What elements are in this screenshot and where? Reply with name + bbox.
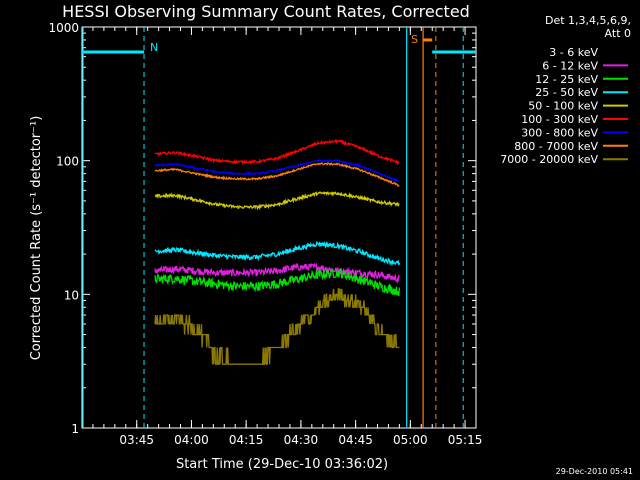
- series-line-5: [154, 138, 400, 166]
- series-group: [154, 138, 401, 365]
- series-line-0: [154, 307, 400, 365]
- y-axis-label: Corrected Count Rate (s⁻¹ detector⁻¹): [29, 116, 44, 361]
- region-markers: NS: [82, 27, 476, 428]
- y-tick-label: 100: [56, 155, 79, 169]
- chart-title: HESSI Observing Summary Count Rates, Cor…: [62, 2, 470, 21]
- legend-entry-label: 6 - 12 keV: [542, 59, 598, 72]
- series-line-2: [154, 267, 401, 297]
- x-tick-label: 04:30: [284, 433, 319, 447]
- x-axis-label: Start Time (29-Dec-10 03:36:02): [176, 457, 388, 472]
- legend-entry-label: 300 - 800 keV: [521, 126, 598, 139]
- y-tick-label: 1: [71, 422, 79, 436]
- plot-frame: [81, 26, 477, 429]
- legend-entry-label: 12 - 25 keV: [535, 73, 598, 86]
- series-line-3: [154, 240, 401, 267]
- x-tick-label: 05:15: [448, 433, 483, 447]
- timestamp-label: 29-Dec-2010 05:41: [556, 467, 633, 476]
- legend-header-line-1: Det 1,3,4,5,6,9,: [545, 14, 631, 27]
- y-tick-label: 10: [64, 288, 79, 302]
- series-line-4: [154, 191, 400, 211]
- y-tick-label: 1000: [48, 21, 79, 35]
- series-line-6: [154, 157, 400, 183]
- legend-entry-label: 50 - 100 keV: [528, 100, 598, 113]
- series-line-1: [154, 262, 400, 284]
- series-line-7: [154, 162, 400, 187]
- x-tick-label: 04:45: [338, 433, 373, 447]
- legend-entry-label: 25 - 50 keV: [535, 86, 598, 99]
- legend-entry-label: 800 - 7000 keV: [514, 140, 598, 153]
- series-line-8: [154, 288, 400, 365]
- axis-ticks: 03:45 04:00 04:15 04:30 04:45 05:00 05:15 1 10 10…: [48, 21, 482, 447]
- x-tick-label: 04:15: [229, 433, 264, 447]
- legend-entry-label: 7000 - 20000 keV: [500, 153, 598, 166]
- legend-header-line-2: Att 0: [605, 27, 631, 40]
- x-tick-label: 04:00: [174, 433, 209, 447]
- legend-entry-label: 3 - 6 keV: [549, 46, 598, 59]
- x-tick-label: 03:45: [119, 433, 154, 447]
- saa-marker-label: S: [411, 33, 418, 46]
- night-marker-label: N: [150, 41, 158, 54]
- legend-entry-label: 100 - 300 keV: [521, 113, 598, 126]
- x-tick-label: 05:00: [393, 433, 428, 447]
